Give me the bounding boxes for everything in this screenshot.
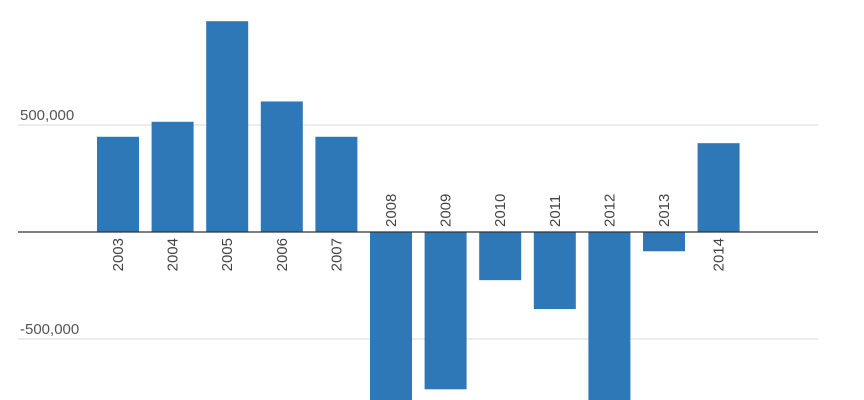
bar-2009 [424,232,467,390]
category-label: 2003 [110,238,127,271]
bar-2007 [315,136,358,232]
bar-2014 [697,143,740,232]
category-label-group-2006: 2006 [274,238,291,271]
category-label-group-2004: 2004 [165,238,182,271]
category-label-group-2011: 2011 [547,195,564,227]
bar-2012 [588,232,631,400]
category-label-group-2012: 2012 [601,194,618,227]
category-labels: 2003 2004 2005 2006 2007 2008 2009 2010 2011 2012… [110,194,728,272]
bar-2006 [260,101,303,233]
category-label-group-2008: 2008 [383,194,400,227]
category-label-group-2010: 2010 [492,194,509,227]
category-label-group-2007: 2007 [328,238,345,271]
category-label: 2010 [492,194,509,227]
category-label-group-2014: 2014 [711,238,728,271]
category-label: 2011 [547,195,564,227]
category-label: 2014 [711,238,728,271]
category-label-group-2009: 2009 [438,194,455,227]
bar-2010 [479,232,522,281]
bar-2013 [643,232,685,252]
category-label: 2008 [383,194,400,227]
bar-2003 [97,136,139,232]
category-label: 2009 [438,194,455,227]
category-label: 2012 [601,194,618,227]
bar-2008 [370,232,412,400]
bars [97,21,740,400]
gridlines [18,124,818,340]
bar-2004 [151,121,194,232]
category-label: 2007 [328,238,345,271]
category-label: 2013 [656,194,673,227]
category-label: 2005 [219,238,236,271]
y-tick-label: 500,000 [20,107,74,124]
category-label: 2006 [274,238,291,271]
category-label: 2004 [165,238,182,271]
category-label-group-2003: 2003 [110,238,127,271]
y-axis-ticks: 500,000 -500,000 [20,107,79,338]
bar-2011 [533,232,576,310]
category-label-group-2005: 2005 [219,238,236,271]
category-label-group-2013: 2013 [656,194,673,227]
y-tick-label: -500,000 [20,321,79,338]
bar-2005 [206,21,249,233]
